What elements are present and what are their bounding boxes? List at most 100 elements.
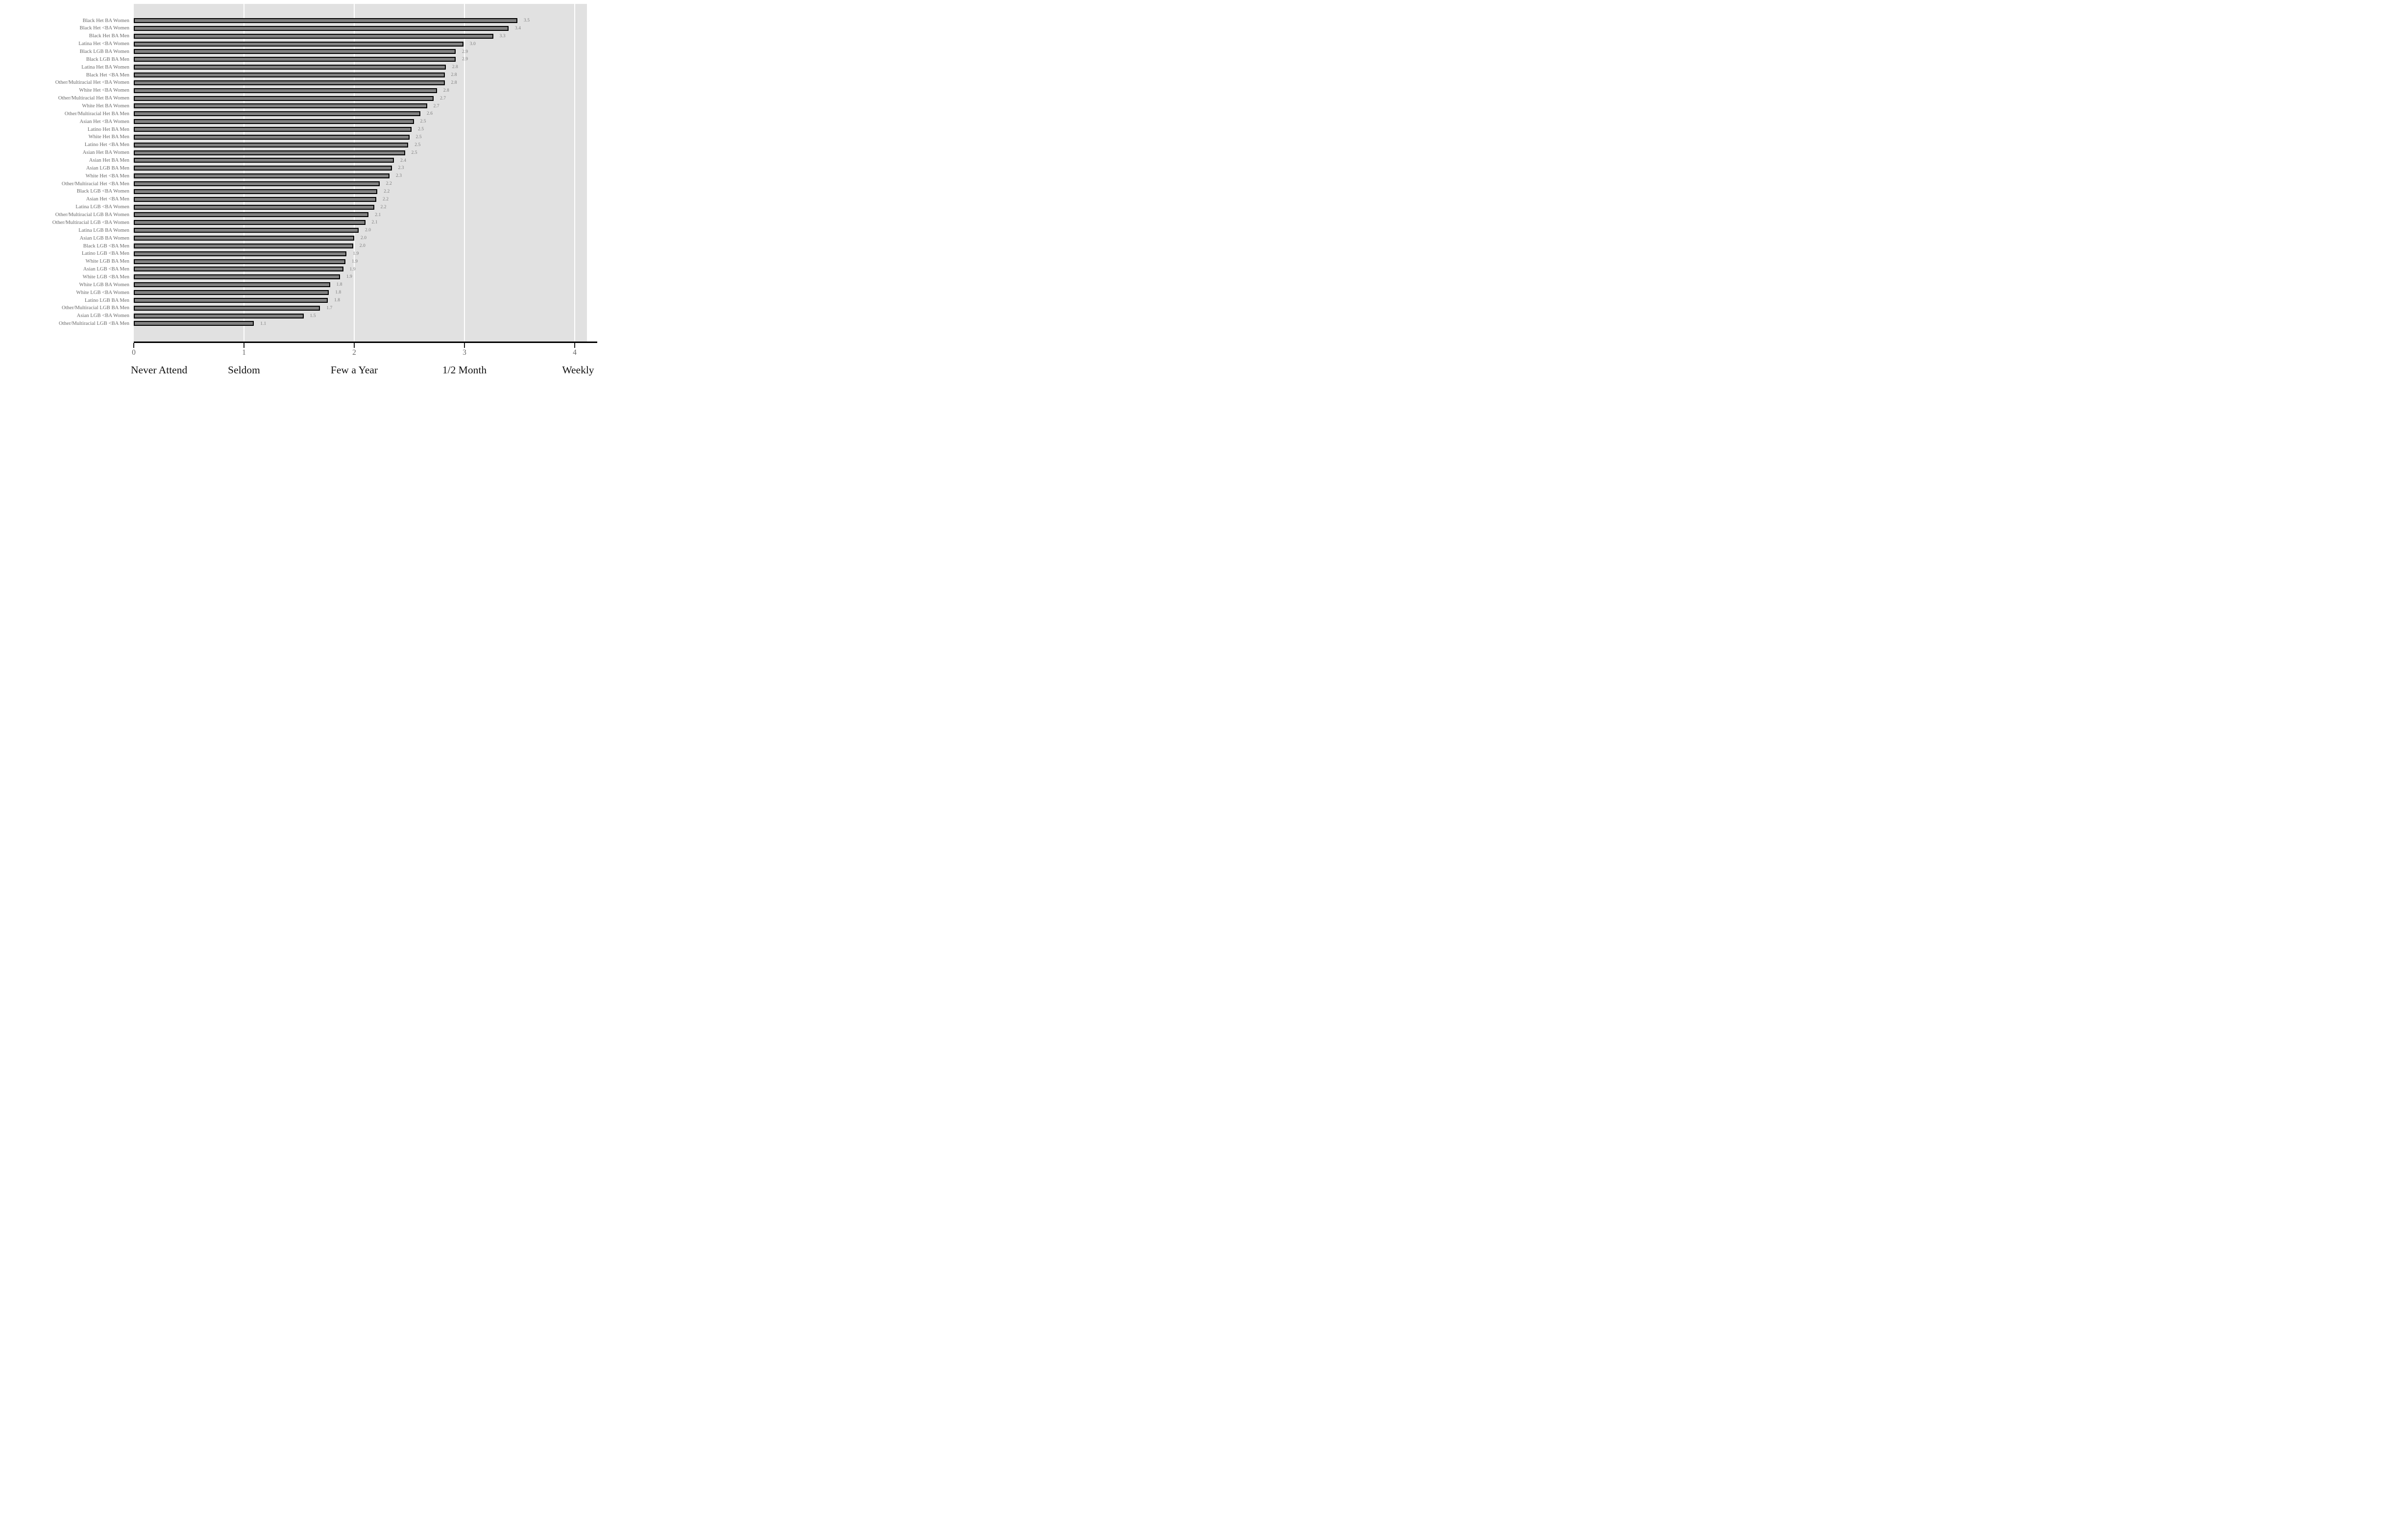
- bar: [134, 49, 456, 54]
- bar-zone: 2.0: [134, 242, 597, 250]
- bar: [134, 80, 445, 85]
- bar-zone: 1.9: [134, 258, 597, 266]
- bar: [134, 228, 359, 233]
- x-tick-name-few-a-year: Few a Year: [330, 364, 378, 376]
- bar: [134, 18, 517, 23]
- table-row: Black LGB <BA Men 2.0: [0, 242, 597, 250]
- bar-value-label: 2.7: [440, 95, 446, 101]
- bar-value-label: 1.7: [326, 305, 333, 311]
- x-tick-label-3: 3: [463, 348, 466, 357]
- bar-zone: 2.2: [134, 180, 597, 188]
- table-row: Asian LGB <BA Men 1.9: [0, 266, 597, 273]
- bar-zone: 1.5: [134, 312, 597, 320]
- table-row: Asian Het BA Women 2.5: [0, 149, 597, 157]
- x-tick-name-never-attend: Never Attend: [131, 364, 188, 376]
- bar-value-label: 2.1: [375, 212, 381, 218]
- bar-zone: 2.0: [134, 226, 597, 234]
- y-axis-category-label: Asian Het BA Men: [89, 157, 129, 164]
- tick-mark-3: [464, 342, 465, 348]
- y-axis-category-label: Latina Het BA Women: [81, 64, 129, 70]
- bar-zone: 2.3: [134, 172, 597, 180]
- y-axis-category-label: Other/Multiracial Het BA Men: [64, 110, 129, 117]
- bar: [134, 313, 304, 318]
- y-axis-category-label: Asian LGB BA Women: [79, 235, 129, 241]
- y-axis-category-label: White Het BA Women: [82, 103, 129, 109]
- table-row: Other/Multiracial LGB BA Women 2.1: [0, 211, 597, 219]
- y-axis-category-label: Other/Multiracial LGB BA Men: [61, 305, 129, 311]
- bar-zone: 1.7: [134, 304, 597, 312]
- y-axis-category-label: Black LGB <BA Men: [83, 243, 129, 249]
- bar: [134, 41, 463, 47]
- y-axis-category-label: Black Het BA Women: [82, 17, 129, 24]
- x-tick-name-weekly: Weekly: [562, 364, 594, 376]
- y-axis-category-label: Black Het <BA Men: [86, 72, 129, 78]
- tick-mark-2: [354, 342, 355, 348]
- bar-zone: 2.9: [134, 55, 597, 63]
- bar-value-label: 2.5: [415, 134, 422, 140]
- bar: [134, 142, 409, 147]
- bar: [134, 282, 330, 288]
- y-axis-category-label: Other/Multiracial LGB <BA Men: [58, 320, 129, 327]
- bar-zone: 2.0: [134, 234, 597, 242]
- table-row: Asian LGB <BA Women 1.5: [0, 312, 597, 320]
- bar: [134, 111, 420, 117]
- bar-value-label: 2.7: [433, 103, 439, 109]
- bar-zone: 3.4: [134, 24, 597, 32]
- table-row: Other/Multiracial LGB <BA Women 2.1: [0, 219, 597, 226]
- bar-zone: 2.8: [134, 79, 597, 87]
- table-row: Latino LGB BA Men 1.8: [0, 296, 597, 304]
- table-row: Other/Multiracial Het <BA Women 2.8: [0, 79, 597, 87]
- bar: [134, 88, 437, 93]
- table-row: Other/Multiracial Het BA Men 2.6: [0, 110, 597, 118]
- bar-rows: Black Het BA Women 3.5 Black Het <BA Women…: [0, 17, 597, 327]
- bar: [134, 72, 445, 77]
- y-axis-category-label: Other/Multiracial Het BA Women: [58, 95, 129, 101]
- bar: [134, 25, 509, 31]
- table-row: White LGB <BA Women 1.8: [0, 289, 597, 296]
- table-row: Asian Het <BA Men 2.2: [0, 196, 597, 203]
- y-axis-category-label: White LGB <BA Men: [82, 273, 129, 280]
- bar-value-label: 2.2: [383, 196, 389, 202]
- y-axis-category-label: White LGB BA Men: [85, 258, 129, 265]
- bar-zone: 2.8: [134, 71, 597, 79]
- bar-value-label: 2.2: [386, 181, 392, 187]
- table-row: Black LGB BA Men 2.9: [0, 55, 597, 63]
- y-axis-category-label: White LGB <BA Women: [76, 289, 129, 295]
- bar-value-label: 2.8: [451, 72, 457, 78]
- table-row: Black LGB <BA Women 2.2: [0, 188, 597, 196]
- y-axis-category-label: Asian Het <BA Women: [79, 118, 129, 124]
- y-axis-category-label: Latina LGB <BA Women: [75, 204, 129, 210]
- bar-zone: 2.8: [134, 87, 597, 95]
- x-tick-label-4: 4: [573, 348, 577, 357]
- bar: [134, 212, 369, 218]
- bar: [134, 65, 446, 70]
- bar: [134, 267, 343, 272]
- y-axis-category-label: Black LGB <BA Women: [76, 188, 129, 195]
- bar-zone: 2.9: [134, 48, 597, 55]
- table-row: Black Het <BA Men 2.8: [0, 71, 597, 79]
- y-axis-category-label: White Het <BA Men: [85, 172, 129, 179]
- y-axis-category-label: Black LGB BA Men: [86, 56, 129, 62]
- table-row: Asian LGB BA Women 2.0: [0, 234, 597, 242]
- bar-value-label: 2.4: [400, 157, 406, 163]
- bar: [134, 259, 345, 264]
- x-axis-line: [134, 342, 597, 343]
- gridline-tick-4: [574, 4, 575, 342]
- bar-zone: 1.9: [134, 266, 597, 273]
- bar-value-label: 2.8: [451, 80, 457, 85]
- bar: [134, 235, 354, 241]
- y-axis-category-label: Asian Het BA Women: [82, 149, 129, 156]
- bar-zone: 2.1: [134, 211, 597, 219]
- tick-mark-4: [574, 342, 575, 348]
- bar-zone: 2.5: [134, 118, 597, 125]
- table-row: Latino Het BA Men 2.5: [0, 125, 597, 133]
- bar-value-label: 2.2: [384, 189, 390, 195]
- bar-zone: 1.9: [134, 250, 597, 258]
- table-row: Latina Het BA Women 2.8: [0, 63, 597, 71]
- bar: [134, 181, 380, 186]
- gridline-tick-3: [464, 4, 465, 342]
- bar-value-label: 1.8: [335, 290, 341, 295]
- bar: [134, 251, 347, 256]
- bar-zone: 2.2: [134, 196, 597, 203]
- bar-value-label: 1.8: [336, 282, 342, 288]
